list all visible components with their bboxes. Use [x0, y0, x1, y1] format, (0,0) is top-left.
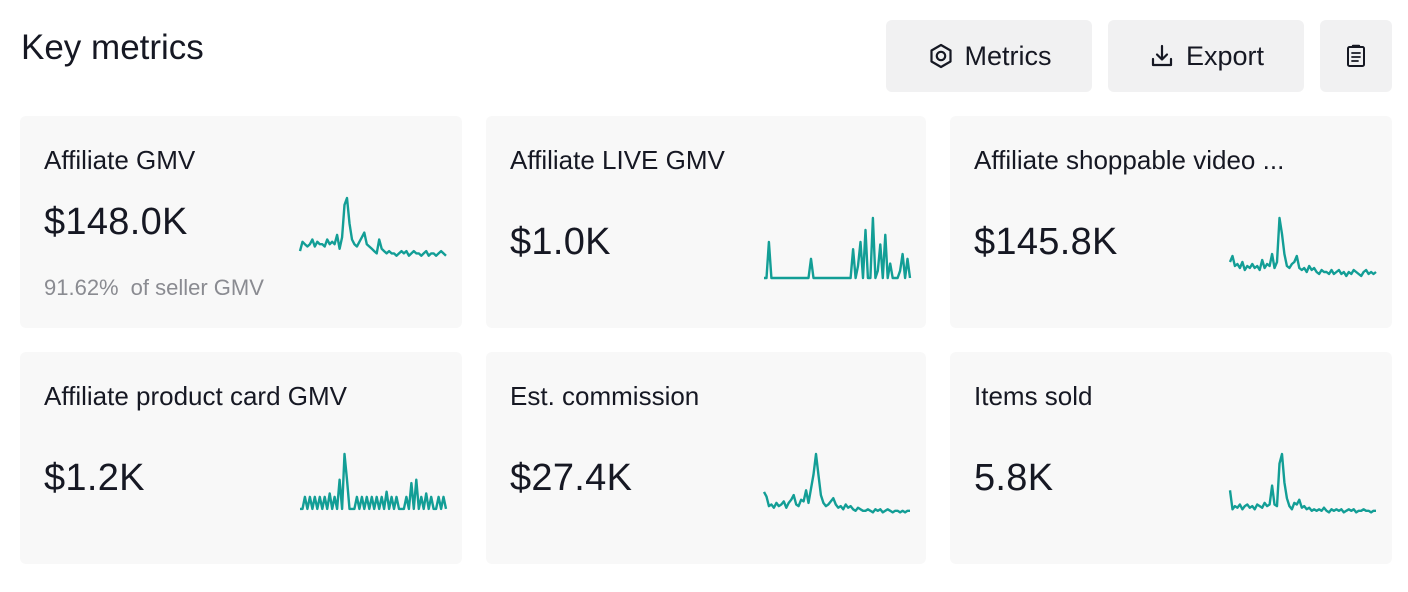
- target-icon: [927, 42, 955, 70]
- metric-card-affiliate-product-card-gmv[interactable]: Affiliate product card GMV $1.2K: [20, 352, 462, 564]
- sparkline-chart: [298, 196, 447, 257]
- sparkline-chart: [1228, 452, 1376, 514]
- sparkline-series: [300, 452, 448, 511]
- metric-subtext: 91.62% of seller GMV: [44, 274, 264, 302]
- metrics-button[interactable]: Metrics: [886, 20, 1092, 92]
- trend-sparkline: [762, 448, 910, 518]
- metric-card-affiliate-gmv[interactable]: Affiliate GMV $148.0K 91.62% of seller GM…: [20, 116, 462, 328]
- trend-sparkline: [764, 212, 912, 282]
- export-button[interactable]: Export: [1108, 20, 1304, 92]
- export-button-label: Export: [1185, 40, 1265, 71]
- metric-label: Items sold: [974, 381, 1093, 411]
- sparkline-series: [762, 452, 910, 514]
- metric-label: Affiliate LIVE GMV: [510, 145, 725, 175]
- sparkline-series: [1228, 216, 1377, 278]
- metrics-button-label: Metrics: [964, 40, 1052, 71]
- sparkline-chart: [1228, 216, 1377, 278]
- report-button[interactable]: [1320, 20, 1392, 92]
- download-icon: [1148, 42, 1176, 70]
- metric-label: Affiliate GMV: [44, 145, 196, 175]
- metric-value: 5.8K: [974, 457, 1054, 499]
- metric-card-est-commission[interactable]: Est. commission $27.4K: [486, 352, 926, 564]
- metric-card-affiliate-live-gmv[interactable]: Affiliate LIVE GMV $1.0K: [486, 116, 926, 328]
- sparkline-chart: [300, 452, 448, 511]
- clipboard-icon: [1342, 42, 1370, 70]
- metric-label: Est. commission: [510, 381, 700, 411]
- metric-value: $1.2K: [44, 457, 145, 499]
- metric-value: $148.0K: [44, 201, 188, 243]
- metric-value: $145.8K: [974, 221, 1118, 263]
- trend-sparkline: [1228, 212, 1377, 282]
- seller-gmv-caption: of seller GMV: [130, 275, 264, 300]
- metric-card-affiliate-shoppable-video-gmv[interactable]: Affiliate shoppable video ... $145.8K: [950, 116, 1392, 328]
- sparkline-chart: [764, 216, 912, 280]
- page-title: Key metrics: [21, 28, 204, 67]
- metric-value: $1.0K: [510, 221, 611, 263]
- trend-sparkline: [300, 448, 448, 518]
- metric-card-items-sold[interactable]: Items sold 5.8K: [950, 352, 1392, 564]
- toolbar: Metrics Export: [886, 20, 1392, 92]
- sparkline-series: [1228, 452, 1376, 514]
- sparkline-series: [764, 216, 912, 280]
- trend-sparkline: [1228, 448, 1376, 518]
- trend-sparkline: [298, 192, 447, 262]
- metrics-grid: Affiliate GMV $148.0K 91.62% of seller GM…: [20, 116, 1392, 564]
- metric-label: Affiliate shoppable video ...: [974, 145, 1285, 175]
- sparkline-series: [298, 196, 447, 257]
- metric-label: Affiliate product card GMV: [44, 381, 347, 411]
- seller-gmv-percent: 91.62%: [44, 275, 119, 300]
- metric-value: $27.4K: [510, 457, 633, 499]
- sparkline-chart: [762, 452, 910, 514]
